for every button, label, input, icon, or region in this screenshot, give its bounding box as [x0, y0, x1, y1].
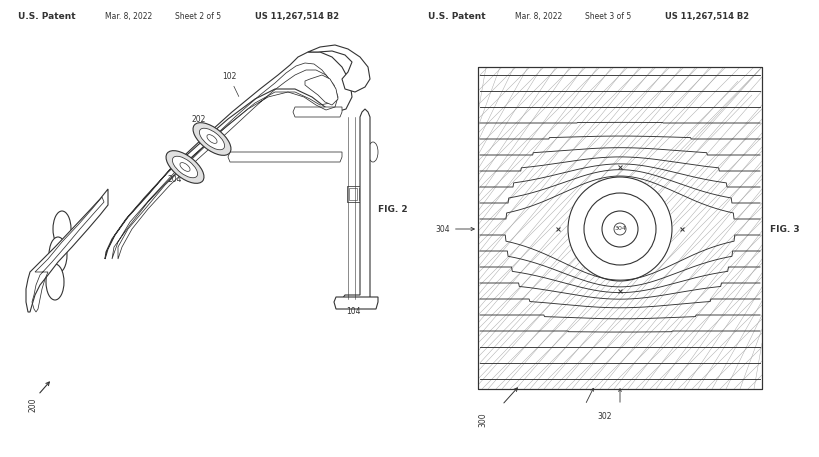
- Polygon shape: [26, 189, 108, 312]
- Text: 204: 204: [168, 167, 186, 184]
- Circle shape: [568, 177, 672, 281]
- Bar: [359, 188, 367, 200]
- Ellipse shape: [165, 151, 204, 183]
- Bar: [477, 67, 761, 389]
- Ellipse shape: [368, 142, 378, 162]
- Bar: [346, 186, 369, 202]
- Bar: [349, 188, 356, 200]
- Text: FIG. 2: FIG. 2: [378, 204, 407, 213]
- Text: FIG. 3: FIG. 3: [769, 224, 799, 234]
- Ellipse shape: [46, 264, 64, 300]
- Polygon shape: [342, 109, 369, 302]
- Ellipse shape: [172, 156, 197, 178]
- Polygon shape: [333, 297, 378, 309]
- Polygon shape: [105, 52, 351, 259]
- Text: 304: 304: [613, 227, 625, 232]
- Ellipse shape: [199, 128, 224, 150]
- Ellipse shape: [49, 237, 67, 273]
- Polygon shape: [305, 75, 337, 105]
- Polygon shape: [292, 107, 342, 117]
- Text: Sheet 3 of 5: Sheet 3 of 5: [584, 12, 631, 21]
- Text: 304: 304: [435, 224, 473, 234]
- Text: 104: 104: [346, 307, 360, 316]
- Ellipse shape: [192, 122, 231, 155]
- Text: Mar. 8, 2022: Mar. 8, 2022: [105, 12, 152, 21]
- Ellipse shape: [53, 211, 71, 247]
- Text: 202: 202: [192, 115, 215, 133]
- Text: Sheet 2 of 5: Sheet 2 of 5: [174, 12, 221, 21]
- Text: US 11,267,514 B2: US 11,267,514 B2: [255, 12, 339, 21]
- Bar: [477, 67, 761, 389]
- Polygon shape: [228, 152, 342, 162]
- Text: 200: 200: [28, 397, 37, 411]
- Text: US 11,267,514 B2: US 11,267,514 B2: [664, 12, 749, 21]
- Text: 302: 302: [597, 412, 612, 421]
- Text: 102: 102: [222, 72, 238, 96]
- Polygon shape: [308, 45, 369, 92]
- Text: Mar. 8, 2022: Mar. 8, 2022: [514, 12, 562, 21]
- Text: U.S. Patent: U.S. Patent: [18, 12, 75, 21]
- Text: 300: 300: [477, 412, 486, 427]
- Text: U.S. Patent: U.S. Patent: [428, 12, 485, 21]
